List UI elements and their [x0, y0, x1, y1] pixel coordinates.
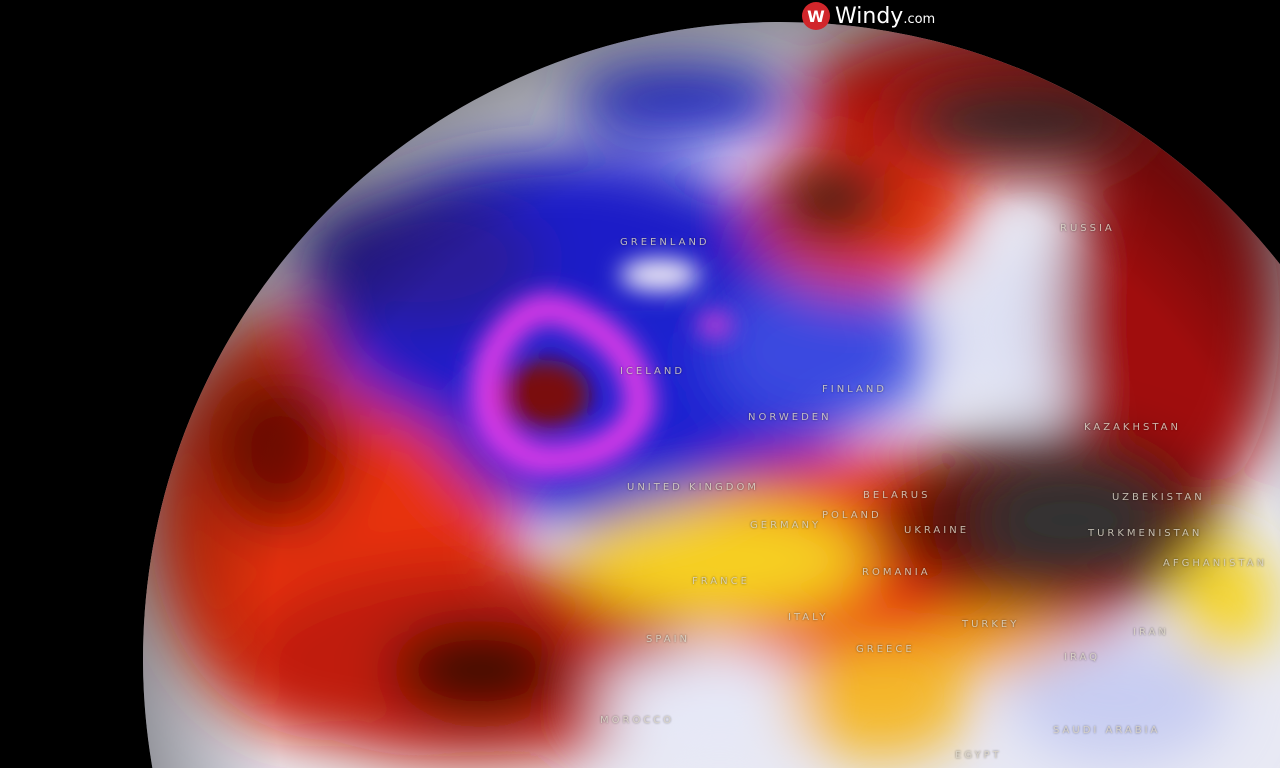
- country-label: ICELAND: [620, 366, 686, 377]
- country-label: GREENLAND: [620, 237, 710, 248]
- country-label: KAZAKHSTAN: [1084, 422, 1181, 433]
- country-label: IRAN: [1133, 627, 1169, 638]
- country-label: EGYPT: [955, 750, 1002, 761]
- country-label: UZBEKISTAN: [1112, 492, 1205, 503]
- country-label: SPAIN: [646, 634, 691, 645]
- country-label: TURKMENISTAN: [1088, 528, 1203, 539]
- brand-name: Windy.com: [835, 3, 936, 29]
- windy-logo-icon: W: [802, 2, 830, 30]
- country-label: ROMANIA: [862, 567, 931, 578]
- windy-logo[interactable]: W Windy.com: [802, 2, 935, 30]
- country-label: FINLAND: [822, 384, 888, 395]
- country-label: POLAND: [822, 510, 882, 521]
- country-label: IRAQ: [1064, 652, 1101, 663]
- country-label: RUSSIA: [1060, 223, 1115, 234]
- country-label: GERMANY: [750, 520, 822, 531]
- country-label: UNITED KINGDOM: [627, 482, 759, 493]
- country-label: SAUDI ARABIA: [1053, 725, 1161, 736]
- country-label: AFGHANISTAN: [1163, 558, 1268, 569]
- country-label: NORWEDEN: [748, 412, 832, 423]
- country-label: UKRAINE: [904, 525, 970, 536]
- country-label: FRANCE: [692, 576, 750, 587]
- country-label: ITALY: [788, 612, 829, 623]
- country-label: GREECE: [856, 644, 915, 655]
- country-label: MOROCCO: [600, 715, 675, 726]
- country-label: TURKEY: [962, 619, 1020, 630]
- country-label: BELARUS: [863, 490, 931, 501]
